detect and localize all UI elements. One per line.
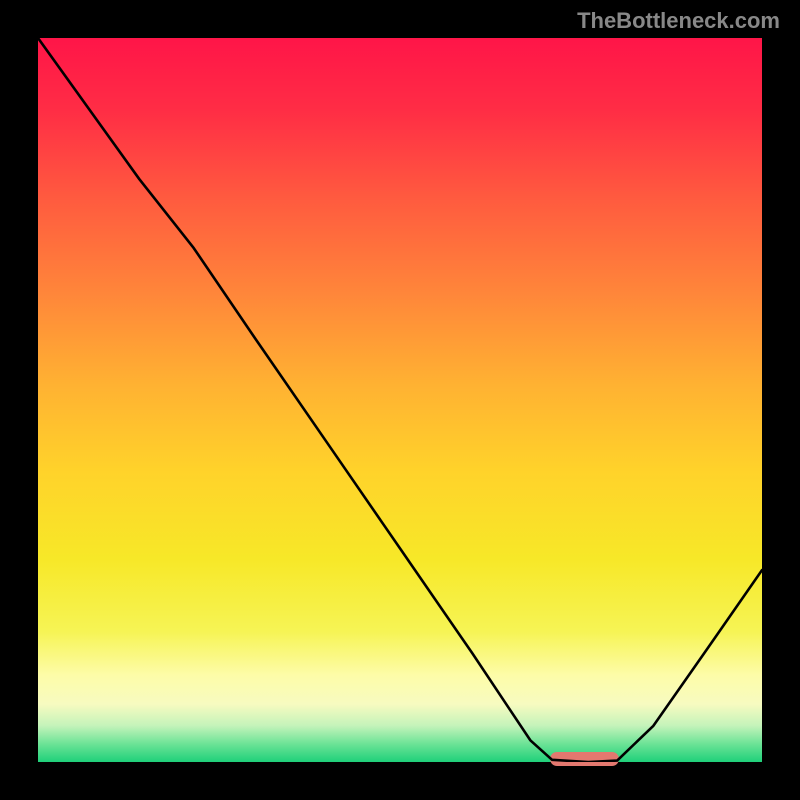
plot-area — [38, 38, 762, 762]
watermark-text: TheBottleneck.com — [577, 8, 780, 34]
optimal-marker — [550, 752, 619, 766]
gradient-background — [38, 38, 762, 762]
